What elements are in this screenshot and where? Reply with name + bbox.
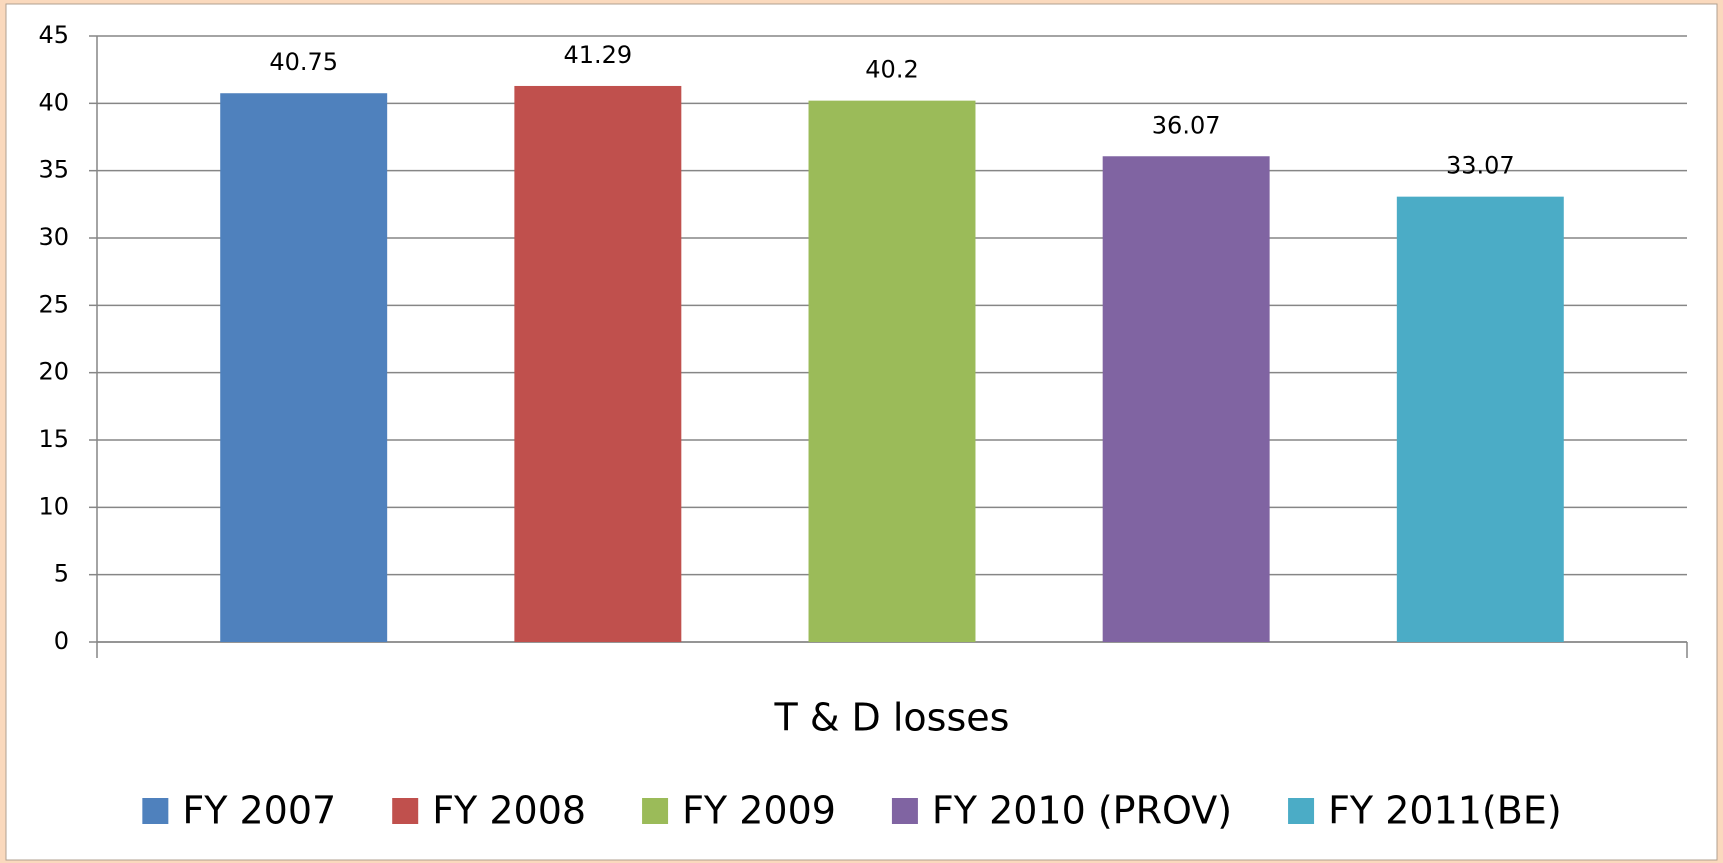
- legend-label: FY 2009: [682, 789, 836, 833]
- y-tick-label: 10: [38, 492, 69, 520]
- legend-label: FY 2007: [182, 789, 336, 833]
- value-label: 40.2: [865, 56, 918, 84]
- legend-swatch: [891, 798, 918, 824]
- value-label: 41.29: [563, 41, 632, 69]
- legend-label: FY 2010 (PROV): [932, 789, 1232, 833]
- value-label: 40.75: [269, 48, 338, 76]
- y-tick-label: 5: [54, 560, 69, 588]
- legend-swatch: [1288, 798, 1315, 824]
- bar: [220, 93, 388, 642]
- y-tick-label: 45: [38, 21, 69, 49]
- value-label: 33.07: [1446, 152, 1515, 180]
- value-label: 36.07: [1152, 111, 1221, 139]
- y-tick-label: 15: [38, 425, 69, 453]
- bar: [1396, 196, 1564, 642]
- y-tick-label: 25: [38, 290, 69, 318]
- bar: [808, 100, 976, 642]
- y-tick-label: 30: [38, 223, 69, 251]
- bar: [514, 85, 682, 643]
- bar: [1102, 156, 1270, 643]
- x-category-label: T & D losses: [774, 696, 1010, 740]
- legend-swatch: [642, 798, 669, 824]
- legend-label: FY 2011(BE): [1328, 789, 1562, 833]
- legend-swatch: [142, 798, 169, 824]
- y-tick-label: 0: [54, 627, 69, 655]
- y-tick-label: 35: [38, 156, 69, 184]
- y-tick-label: 40: [38, 88, 69, 116]
- legend-swatch: [392, 798, 419, 824]
- y-tick-label: 20: [38, 358, 69, 386]
- legend-label: FY 2008: [432, 789, 586, 833]
